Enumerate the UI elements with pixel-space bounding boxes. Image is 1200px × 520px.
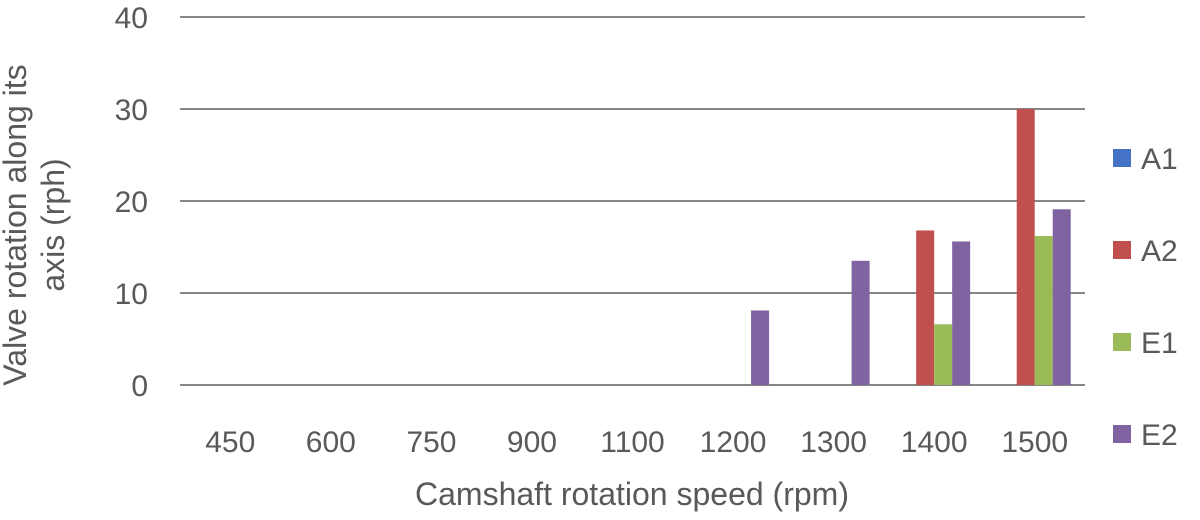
- y-axis-tick-labels: 0 10 20 30 40: [115, 2, 148, 403]
- y-axis-label-line-1: Valve rotation along its: [0, 64, 33, 385]
- x-tick-label: 450: [205, 426, 255, 459]
- bar-e2-1500: [1052, 209, 1071, 385]
- x-tick-label: 1200: [700, 426, 767, 459]
- x-tick-label: 1500: [1001, 426, 1068, 459]
- legend-label-a2: A2: [1141, 235, 1178, 268]
- bar-e2-1400: [952, 241, 971, 385]
- bar-e1-1400: [934, 324, 953, 385]
- legend-swatch-e1: [1113, 333, 1131, 351]
- x-tick-label: 900: [507, 426, 557, 459]
- x-tick-label: 1300: [800, 426, 867, 459]
- legend-label-a1: A1: [1141, 143, 1178, 176]
- legend: A1 A2 E1 E2: [1113, 143, 1178, 452]
- bar-a2-1500: [1016, 109, 1035, 385]
- y-tick-label: 40: [115, 2, 148, 35]
- x-tick-label: 750: [406, 426, 456, 459]
- x-tick-label: 1100: [600, 426, 665, 459]
- legend-swatch-a2: [1113, 241, 1131, 259]
- legend-swatch-a1: [1113, 149, 1131, 167]
- bar-e2-1200: [751, 310, 770, 385]
- x-tick-label: 1400: [901, 426, 968, 459]
- bars: [751, 109, 1071, 385]
- legend-label-e2: E2: [1141, 419, 1178, 452]
- bar-e1-1500: [1034, 235, 1053, 385]
- x-axis-tick-labels: 450 600 750 900 1100 1200 1300 1400 1500: [205, 426, 1068, 459]
- y-axis-label-line-2: axis (rph): [35, 158, 71, 291]
- bar-e2-1300: [851, 260, 870, 385]
- x-tick-label: 600: [306, 426, 356, 459]
- legend-label-e1: E1: [1141, 327, 1178, 360]
- bar-a2-1400: [916, 230, 935, 385]
- y-tick-label: 30: [115, 94, 148, 127]
- y-tick-label: 20: [115, 186, 148, 219]
- y-tick-label: 10: [115, 278, 148, 311]
- x-axis-label: Camshaft rotation speed (rpm): [415, 476, 849, 512]
- legend-swatch-e2: [1113, 425, 1131, 443]
- y-tick-label: 0: [131, 370, 148, 403]
